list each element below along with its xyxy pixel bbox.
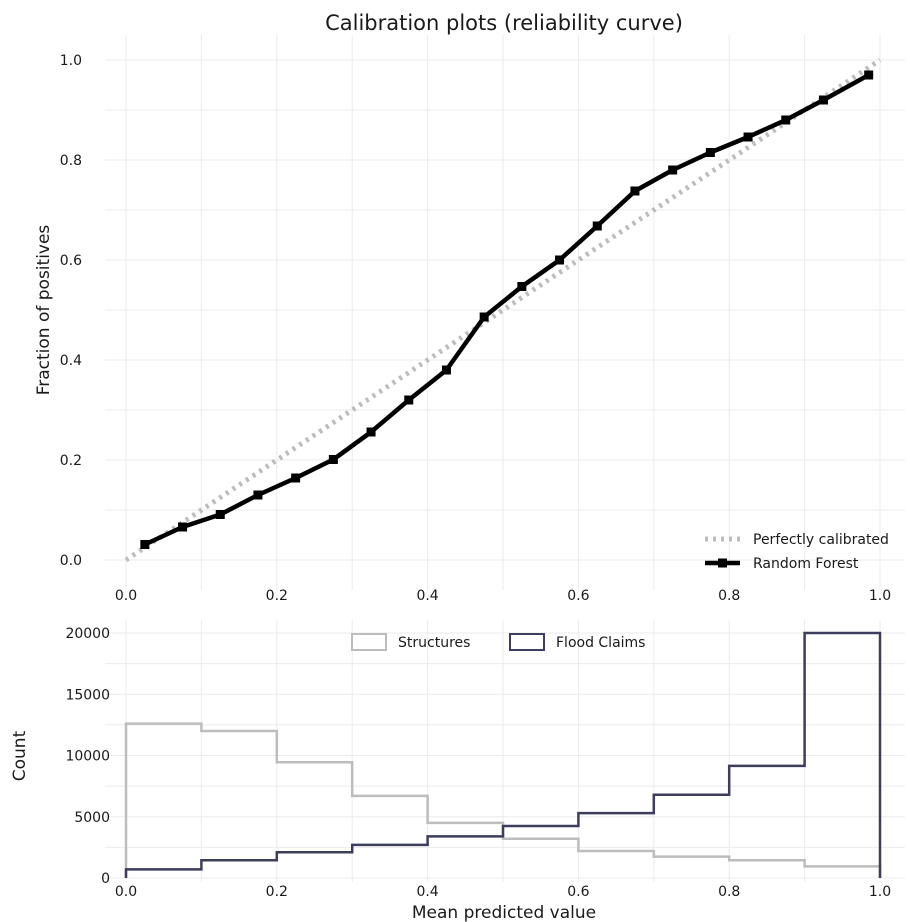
y-tick-label: 0.2 [60, 453, 82, 469]
x-tick-label: 0.2 [266, 884, 288, 900]
x-tick-label: 1.0 [869, 588, 891, 604]
random-forest-point [592, 221, 602, 231]
legend-swatch-structures [351, 633, 387, 651]
y-axis-label: Count [10, 730, 30, 781]
random-forest-point [781, 115, 791, 125]
y-tick-label: 15000 [65, 687, 110, 703]
histogram-legend: Structures Flood Claims [351, 633, 645, 651]
random-forest-point [818, 95, 828, 105]
random-forest-point [366, 427, 376, 437]
random-forest-point [668, 165, 678, 175]
calibration-panel: 0.0 0.2 0.4 0.6 0.8 1.0 0.0 0.2 0.4 0.6 0.8 1.0 Cali… [34, 11, 905, 604]
histogram-panel: 0.0 0.2 0.4 0.6 0.8 1.0 0 5000 10000 15000 20000 Me… [10, 620, 905, 922]
x-tick-label: 0.4 [416, 588, 438, 604]
random-forest-point [215, 510, 225, 519]
y-tick-label: 5000 [74, 810, 110, 826]
x-tick-label: 0.4 [416, 884, 438, 900]
y-tick-label: 0.0 [60, 553, 82, 569]
y-tick-label: 20000 [65, 626, 110, 642]
random-forest-point [253, 490, 263, 500]
y-tick-label: 0.4 [60, 353, 82, 369]
random-forest-point [404, 395, 414, 405]
x-tick-label: 0.0 [115, 884, 137, 900]
legend-marker-random-forest [718, 558, 727, 568]
x-tick-label: 0.8 [718, 884, 740, 900]
y-tick-label: 0 [101, 871, 110, 887]
y-tick-label: 0.6 [60, 253, 82, 269]
y-tick-label: 10000 [65, 749, 110, 765]
random-forest-point [328, 455, 338, 464]
x-tick-label: 0.2 [266, 588, 288, 604]
y-tick-label: 0.8 [60, 153, 82, 169]
random-forest-point [441, 365, 451, 375]
random-forest-point [291, 473, 301, 483]
random-forest-point [140, 540, 150, 549]
random-forest-line [143, 73, 870, 547]
y-tick-label: 1.0 [60, 53, 82, 69]
random-forest-point [517, 282, 527, 291]
x-tick-label: 0.6 [567, 588, 589, 604]
legend-label-perfectly-calibrated: Perfectly calibrated [753, 532, 889, 548]
random-forest-point [479, 312, 489, 322]
random-forest-point [743, 132, 753, 142]
random-forest-point [178, 522, 188, 532]
legend-label-structures: Structures [398, 635, 470, 651]
y-axis-label: Fraction of positives [34, 225, 54, 396]
random-forest-point [864, 70, 874, 80]
random-forest-point [555, 255, 565, 265]
x-tick-label: 0.0 [115, 588, 137, 604]
flood-claims-histogram [124, 631, 882, 878]
calibration-legend: Perfectly calibrated Random Forest [705, 532, 889, 572]
legend-label-random-forest: Random Forest [753, 556, 859, 572]
chart-title: Calibration plots (reliability curve) [325, 11, 683, 35]
random-forest-point [630, 186, 640, 196]
random-forest-point [705, 148, 715, 157]
x-axis-label: Mean predicted value [412, 903, 596, 922]
x-tick-label: 0.8 [718, 588, 740, 604]
legend-label-flood-claims: Flood Claims [556, 635, 645, 651]
x-tick-label: 1.0 [869, 884, 891, 900]
legend-swatch-flood-claims [509, 633, 545, 651]
x-tick-label: 0.6 [567, 884, 589, 900]
perfectly-calibrated-line [124, 57, 882, 563]
